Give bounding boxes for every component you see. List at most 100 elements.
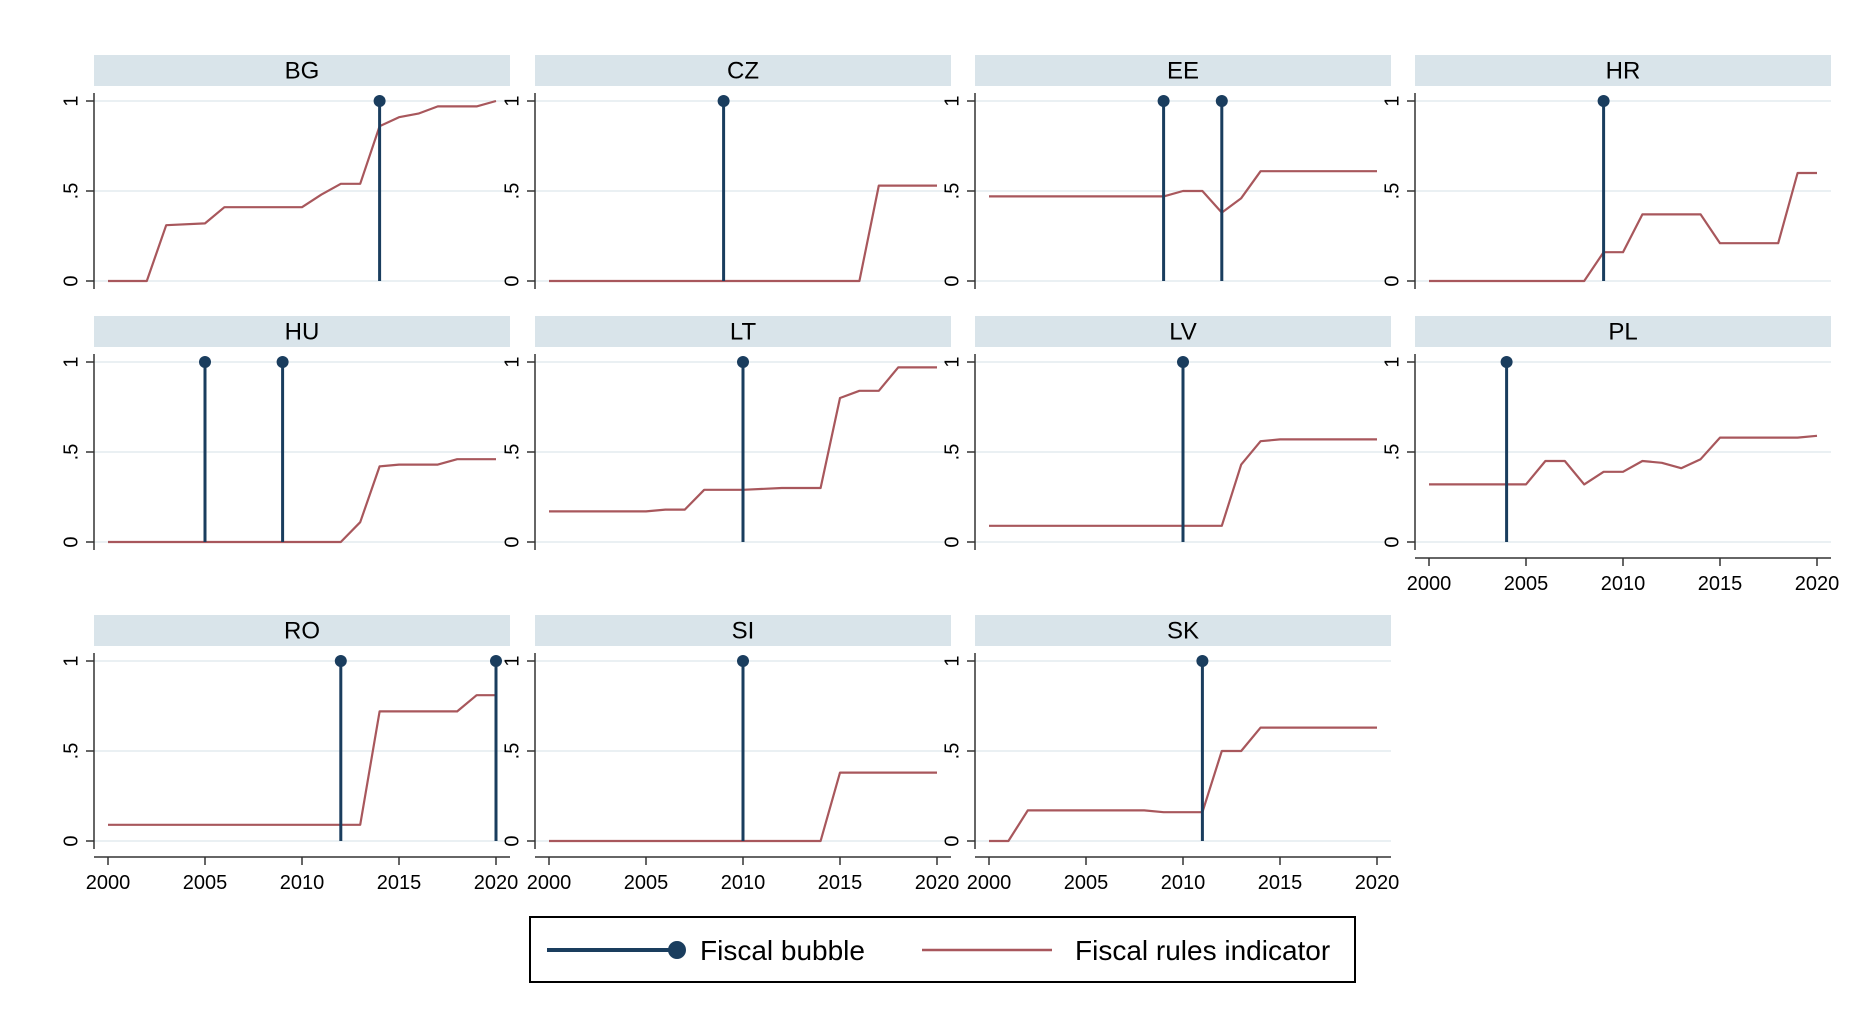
y-tick-label: 1 [941, 95, 963, 106]
panel-hr: HR 0 .5 1 [1381, 55, 1831, 289]
y-tick-label: .5 [501, 183, 523, 200]
panel-title-sk: SK [1167, 618, 1199, 645]
x-tick-label: 2015 [818, 872, 863, 894]
x-tick-label: 2000 [527, 872, 572, 894]
y-tick-label: .5 [941, 743, 963, 760]
panel-title-ee: EE [1167, 58, 1199, 85]
y-tick-label: 0 [60, 835, 82, 846]
rules-series-line [549, 771, 937, 843]
y-tick-label: .5 [1381, 444, 1403, 461]
x-tick-label: 2005 [1504, 573, 1549, 595]
x-tick-label: 2010 [280, 872, 325, 894]
bubble-marker [276, 356, 289, 368]
rules-series-line [549, 184, 937, 283]
rules-series-line [108, 458, 496, 544]
bubble-marker [1597, 95, 1610, 107]
x-tick-label: 2000 [1407, 573, 1452, 595]
y-tick-label: .5 [941, 444, 963, 461]
y-tick-label: 0 [60, 275, 82, 286]
bubble-marker [1215, 95, 1228, 107]
panel-title-ro: RO [284, 618, 320, 645]
y-tick-label: .5 [1381, 183, 1403, 200]
panel-strip [535, 316, 951, 347]
y-tick-label: 1 [1381, 356, 1403, 367]
y-tick-label: 0 [60, 536, 82, 547]
y-tick-label: .5 [60, 183, 82, 200]
x-tick-label: 2015 [1698, 573, 1743, 595]
y-tick-label: 1 [1381, 95, 1403, 106]
panel-si: SI 0 .5 1 2000 2005 2010 2015 2020 [501, 615, 959, 894]
x-tick-label: 2015 [1258, 872, 1303, 894]
x-tick-label: 2000 [86, 872, 131, 894]
y-tick-label: 0 [501, 275, 523, 286]
x-tick-label: 2010 [721, 872, 766, 894]
rules-series-line [1429, 171, 1817, 283]
y-tick-label: 0 [941, 536, 963, 547]
x-tick-label: 2000 [967, 872, 1012, 894]
x-tick-label: 2010 [1601, 573, 1646, 595]
x-tick-label: 2005 [183, 872, 228, 894]
x-tick-label: 2020 [474, 872, 519, 894]
panel-title-si: SI [732, 618, 755, 645]
y-tick-label: 0 [1381, 536, 1403, 547]
panel-strip [975, 615, 1391, 646]
y-tick-label: 0 [941, 275, 963, 286]
bubble-marker [737, 655, 749, 667]
panel-pl: PL 0 .5 1 2000 2005 2010 2015 2020 [1381, 316, 1839, 595]
rules-series-line [1429, 434, 1818, 486]
panel-strip [975, 55, 1391, 86]
x-tick-label: 2005 [624, 872, 669, 894]
panel-ro: RO 0 .5 1 2000 2005 2010 2015 2020 [60, 615, 518, 894]
bubble-marker [490, 655, 502, 667]
panels-group: BG 0 .5 1 CZ 0 .5 1 EE 0 .5 1 HR 0 .5 1 HU 0 .5 1 LT 0 .5 1 LV 0.… [60, 55, 1839, 894]
panel-strip [1415, 55, 1831, 86]
rules-series-line [989, 726, 1377, 843]
y-tick-label: 1 [501, 95, 523, 106]
panel-strip [94, 316, 510, 347]
panel-title-hr: HR [1606, 58, 1641, 85]
x-tick-label: 2005 [1064, 872, 1109, 894]
panel-bg: BG 0 .5 1 [60, 55, 510, 289]
panel-hu: HU 0 .5 1 [60, 316, 510, 550]
bubble-marker [1196, 655, 1209, 667]
panel-title-lv: LV [1169, 319, 1197, 346]
y-tick-label: 1 [501, 356, 523, 367]
x-tick-label: 2020 [1795, 573, 1840, 595]
rules-series-line [108, 694, 496, 826]
legend-rules-label: Fiscal rules indicator [1075, 935, 1330, 966]
panel-cz: CZ 0 .5 1 [501, 55, 951, 289]
y-tick-label: .5 [501, 743, 523, 760]
panel-ee: EE 0 .5 1 [941, 55, 1391, 289]
legend-bubble-marker-icon [668, 941, 686, 959]
x-tick-label: 2015 [377, 872, 422, 894]
y-tick-label: 1 [60, 655, 82, 666]
y-tick-label: 0 [1381, 275, 1403, 286]
rules-series-line [989, 170, 1377, 214]
bubble-marker [334, 655, 347, 667]
panel-strip [975, 316, 1391, 347]
y-tick-label: 1 [501, 655, 523, 666]
bubble-marker [1177, 356, 1189, 368]
y-tick-label: .5 [941, 183, 963, 200]
y-tick-label: .5 [60, 743, 82, 760]
y-tick-label: .5 [60, 444, 82, 461]
panel-title-hu: HU [285, 319, 320, 346]
x-tick-label: 2020 [915, 872, 960, 894]
y-tick-label: 0 [501, 536, 523, 547]
panel-strip [1415, 316, 1831, 347]
x-tick-label: 2020 [1355, 872, 1400, 894]
rules-series-line [549, 366, 937, 513]
bubble-marker [717, 95, 730, 107]
panel-strip [94, 55, 510, 86]
y-tick-label: 1 [60, 356, 82, 367]
y-tick-label: 0 [941, 835, 963, 846]
panel-title-cz: CZ [727, 58, 759, 85]
x-tick-label: 2010 [1161, 872, 1206, 894]
legend-bubble-label: Fiscal bubble [700, 935, 865, 966]
panel-title-bg: BG [285, 58, 320, 85]
legend: Fiscal bubble Fiscal rules indicator [529, 916, 1356, 983]
y-tick-label: 1 [60, 95, 82, 106]
y-tick-label: 1 [941, 356, 963, 367]
bubble-marker [1500, 356, 1513, 368]
